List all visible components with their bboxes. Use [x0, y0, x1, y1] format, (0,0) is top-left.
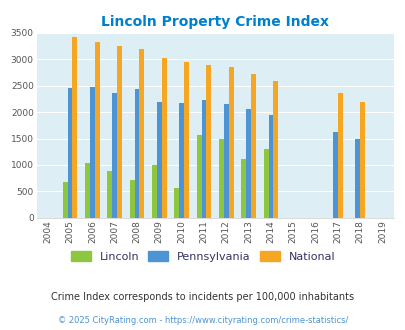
Bar [223, 104, 228, 218]
Bar [332, 132, 337, 218]
Bar [174, 188, 179, 218]
Bar [179, 103, 184, 218]
Bar [85, 163, 90, 218]
Title: Lincoln Property Crime Index: Lincoln Property Crime Index [101, 15, 328, 29]
Bar [107, 171, 112, 218]
Bar [67, 88, 72, 218]
Bar [112, 93, 117, 218]
Bar [90, 87, 95, 218]
Bar [95, 42, 100, 218]
Bar [134, 89, 139, 218]
Bar [62, 182, 67, 218]
Bar [241, 159, 245, 218]
Bar [162, 58, 166, 218]
Text: Crime Index corresponds to incidents per 100,000 inhabitants: Crime Index corresponds to incidents per… [51, 292, 354, 302]
Bar [218, 139, 223, 218]
Bar [72, 37, 77, 218]
Bar [228, 67, 233, 218]
Text: © 2025 CityRating.com - https://www.cityrating.com/crime-statistics/: © 2025 CityRating.com - https://www.city… [58, 316, 347, 325]
Bar [206, 65, 211, 218]
Bar [360, 102, 364, 218]
Legend: Lincoln, Pennsylvania, National: Lincoln, Pennsylvania, National [66, 247, 339, 267]
Bar [139, 49, 144, 218]
Bar [268, 115, 273, 218]
Bar [245, 109, 251, 218]
Bar [151, 165, 156, 218]
Bar [201, 100, 206, 218]
Bar [263, 149, 268, 218]
Bar [196, 135, 201, 218]
Bar [354, 139, 360, 218]
Bar [251, 74, 256, 218]
Bar [129, 180, 134, 218]
Bar [184, 62, 189, 218]
Bar [337, 93, 342, 218]
Bar [117, 46, 122, 218]
Bar [156, 102, 162, 218]
Bar [273, 81, 278, 218]
